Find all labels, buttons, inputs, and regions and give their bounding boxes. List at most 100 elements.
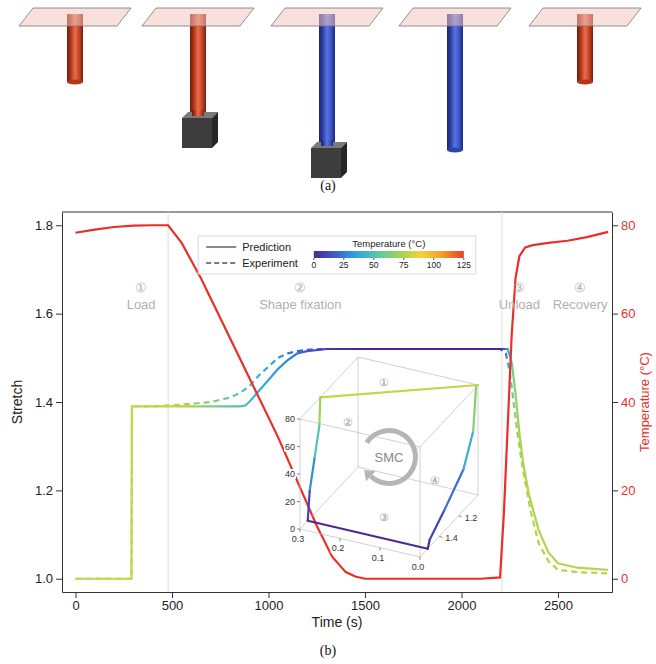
- tick-mark: [56, 314, 62, 315]
- tick-mark: [56, 402, 62, 403]
- cycle-arrow-head: [364, 470, 375, 481]
- rod-entry: [321, 140, 333, 146]
- inset-curve: [430, 511, 445, 540]
- inset-tick-label: 1.4: [445, 533, 458, 543]
- inset-box-edge: [420, 447, 421, 557]
- tick: 60: [612, 306, 635, 321]
- tick-label: 2000: [448, 598, 477, 613]
- tick-mark: [461, 592, 462, 598]
- inset-box-edge: [358, 357, 478, 385]
- tick-label: 1000: [255, 598, 284, 613]
- tick: 2000: [448, 592, 477, 613]
- tick-label: 80: [621, 218, 635, 233]
- panel-a: [19, 8, 641, 178]
- phase-label: Unload: [499, 297, 540, 312]
- weight-side: [212, 112, 218, 148]
- tick: 500: [162, 592, 184, 613]
- phase-label: Recovery: [553, 297, 608, 312]
- colorbar-tick-label: 125: [457, 260, 471, 270]
- tick: 40: [612, 395, 635, 410]
- weight-side: [341, 142, 347, 178]
- legend-box: [198, 236, 476, 274]
- phase-number: ③: [513, 280, 525, 295]
- text-patch: [291, 534, 306, 544]
- inset-box-edge: [300, 467, 358, 529]
- plot-area: [76, 212, 609, 592]
- inset-tick: [420, 557, 421, 560]
- tick: 80: [612, 218, 635, 233]
- legend-label: Experiment: [242, 257, 298, 269]
- inset-curve: [444, 469, 463, 510]
- inset-tick-label: 0: [290, 524, 295, 534]
- inset-tick: [297, 446, 300, 447]
- inset-tick-label: 0.3: [292, 534, 305, 544]
- text-patch: [284, 442, 296, 452]
- rod-end: [447, 148, 463, 153]
- legend-label: Prediction: [242, 241, 291, 253]
- tick-label: 1.6: [35, 306, 53, 321]
- illustration: [399, 8, 511, 153]
- cycle-arrow: [365, 428, 418, 486]
- inset-tick-label: 0.0: [412, 562, 425, 572]
- tick-mark: [56, 579, 62, 580]
- inset-tick-label: 60: [285, 442, 295, 452]
- axis-line: [62, 213, 63, 593]
- tick: 1.4: [35, 395, 62, 410]
- legend-swatch: [206, 246, 236, 248]
- inset-tick-label: 20: [285, 497, 295, 507]
- phase-number: ④: [574, 280, 586, 295]
- inset-box-edge: [358, 357, 359, 467]
- inset-tick: [459, 516, 462, 517]
- tick-mark: [76, 592, 77, 598]
- series-line: [76, 349, 609, 579]
- tick-label: 1.4: [35, 395, 53, 410]
- rod-end: [67, 80, 83, 85]
- inset-tick: [439, 536, 442, 537]
- tick-mark: [268, 592, 269, 598]
- weight-front: [311, 148, 341, 178]
- inset-curve: [315, 426, 320, 459]
- inset-curve: [464, 431, 474, 469]
- inset-tick: [297, 501, 300, 502]
- panel-label: (b): [320, 643, 337, 659]
- inset-tick-label: 1.2: [465, 513, 478, 523]
- colorbar: [314, 251, 464, 258]
- phase-label: Load: [127, 297, 156, 312]
- tick: 20: [612, 483, 635, 498]
- legend-swatch: [206, 262, 236, 264]
- tick: 1.6: [35, 306, 62, 321]
- tick-mark: [612, 402, 618, 403]
- rod-entry: [192, 110, 204, 116]
- colorbar-tick-label: 0: [311, 260, 316, 270]
- axis-line: [63, 592, 613, 593]
- weight-front: [182, 118, 212, 148]
- tick-label: 2500: [544, 598, 573, 613]
- panel-label: (a): [320, 178, 336, 194]
- inset-phase-label: ①: [379, 376, 389, 388]
- axis-title: Temperature (°C): [637, 352, 652, 452]
- tick-mark: [172, 592, 173, 598]
- illustration: [529, 8, 641, 85]
- rod: [319, 14, 335, 151]
- inset-tick-label: 0.1: [372, 553, 385, 563]
- inset-curve: [320, 385, 478, 397]
- tick: 0: [612, 571, 628, 586]
- illustration: [271, 8, 383, 178]
- tick-label: 60: [621, 306, 635, 321]
- figure: (a)050010001500200025001.01.21.41.61.802…: [0, 0, 656, 664]
- phase-labels: ①Load②Shape fixation③Unload④Recovery: [127, 280, 608, 312]
- inset-phase-label: ③: [379, 511, 389, 523]
- inset-box-edge: [478, 385, 479, 495]
- text-patch: [464, 513, 479, 523]
- tick-label: 1.2: [35, 483, 53, 498]
- inset-label: SMC: [375, 450, 404, 465]
- phase-label: Shape fixation: [259, 297, 341, 312]
- inset-box-edge: [300, 357, 358, 419]
- inset-tick: [380, 548, 381, 551]
- plate: [142, 8, 254, 26]
- plate: [271, 8, 383, 26]
- tick-mark: [56, 490, 62, 491]
- colorbar-tick-label: 100: [427, 260, 441, 270]
- inset-curve: [308, 521, 428, 549]
- plate: [399, 8, 511, 26]
